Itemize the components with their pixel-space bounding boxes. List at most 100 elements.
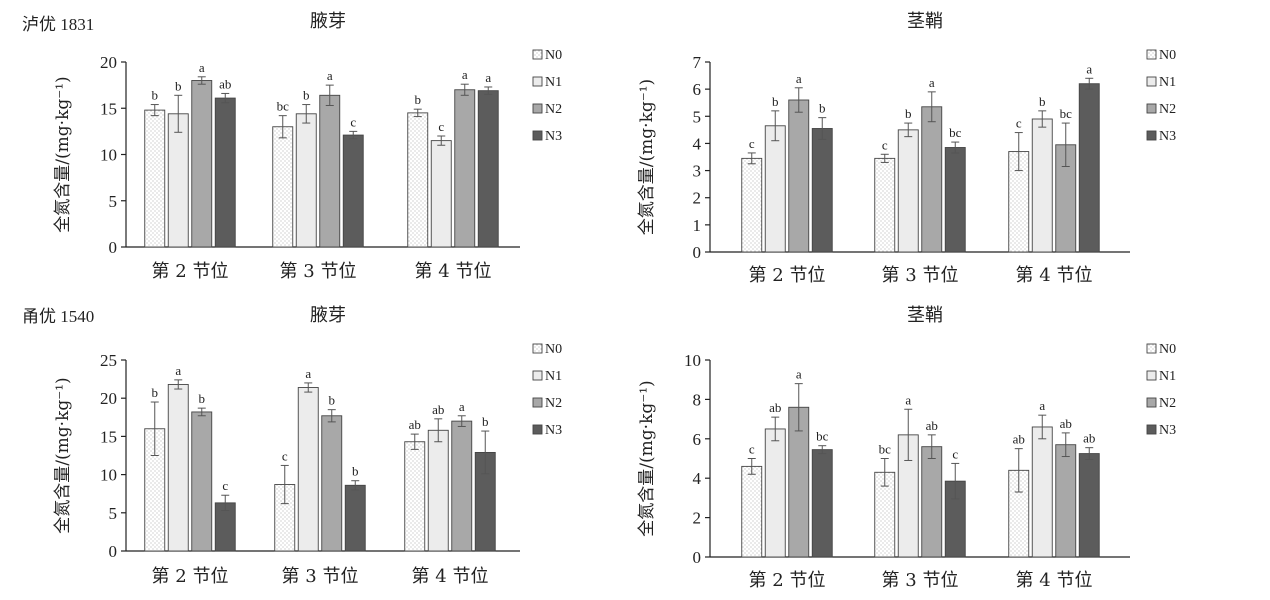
bar-N1: [764, 125, 786, 253]
bar-N3: [944, 147, 966, 253]
y-tick-label: 2: [693, 509, 702, 528]
y-tick-label: 8: [693, 390, 702, 409]
legend-label-N2: N2: [1159, 396, 1176, 411]
significance-letter: a: [1039, 398, 1045, 413]
legend-swatch-N0: [532, 343, 543, 354]
bar-N1: [430, 140, 452, 248]
bar-N0: [407, 112, 429, 248]
bar-N1: [167, 113, 189, 248]
legend-label-N3: N3: [545, 423, 562, 438]
y-tick-label: 3: [693, 162, 702, 181]
significance-letter: c: [749, 442, 755, 457]
bar-N3: [1078, 453, 1100, 558]
y-tick-label: 4: [693, 134, 702, 153]
significance-letter: b: [152, 88, 159, 103]
x-category-label: 第 3 节位: [282, 566, 359, 587]
legend-label-N1: N1: [1159, 75, 1176, 90]
x-category-label: 第 3 节位: [280, 261, 357, 282]
y-tick-label: 0: [693, 548, 702, 567]
legend-label-N1: N1: [1159, 369, 1176, 384]
chart-title: 腋芽: [310, 11, 346, 32]
y-axis-label: 全氮含量/(mg·kg⁻¹): [53, 76, 73, 232]
legend-swatch-N1: [1146, 76, 1157, 87]
legend-swatch-N3: [532, 424, 543, 435]
significance-letter: bc: [879, 442, 892, 457]
bar-N1: [167, 383, 189, 552]
legend-swatch-N3: [1146, 130, 1157, 141]
significance-letter: b: [905, 106, 912, 121]
significance-letter: c: [749, 136, 755, 151]
legend-swatch-N1: [1146, 370, 1157, 381]
significance-letter: bc: [1060, 106, 1073, 121]
bar-N2: [1055, 444, 1077, 558]
y-tick-label: 5: [693, 107, 702, 126]
y-tick-label: 15: [100, 99, 117, 118]
bar-N2: [788, 99, 810, 253]
bar-N2: [191, 411, 213, 552]
significance-letter: a: [929, 75, 935, 90]
y-tick-label: 5: [109, 192, 118, 211]
significance-letter: b: [152, 385, 159, 400]
legend-swatch-N0: [1146, 343, 1157, 354]
bar-N2: [454, 89, 476, 248]
bar-N1: [1031, 118, 1053, 253]
y-tick-label: 1: [693, 216, 702, 235]
bar-N0: [741, 157, 763, 253]
significance-letter: b: [303, 88, 310, 103]
significance-letter: c: [1016, 116, 1022, 131]
legend-swatch-N2: [532, 397, 543, 408]
significance-letter: a: [796, 71, 802, 86]
y-tick-label: 20: [100, 53, 117, 72]
y-tick-label: 0: [693, 243, 702, 262]
significance-letter: c: [952, 446, 958, 461]
x-category-label: 第 3 节位: [882, 570, 959, 591]
significance-letter: ab: [219, 76, 231, 91]
bar-N3: [344, 484, 366, 552]
bar-N0: [741, 465, 763, 558]
significance-letter: b: [175, 78, 182, 93]
chart-title: 茎鞘: [907, 305, 943, 326]
legend-swatch-N1: [532, 370, 543, 381]
y-axis-label: 全氮含量/(mg·kg⁻¹): [637, 79, 657, 235]
significance-letter: bc: [277, 99, 290, 114]
x-category-label: 第 4 节位: [1016, 570, 1093, 591]
significance-letter: b: [329, 393, 336, 408]
y-tick-label: 2: [693, 189, 702, 208]
bar-N1: [1031, 426, 1053, 558]
bar-N0: [272, 126, 294, 248]
legend-label-N0: N0: [1159, 48, 1176, 63]
legend-label-N3: N3: [1159, 423, 1176, 438]
bar-N0: [144, 109, 166, 248]
significance-letter: ab: [769, 400, 781, 415]
bar-N3: [214, 97, 236, 248]
variety-label-bottom: 甬优 1540: [22, 307, 94, 326]
y-tick-label: 15: [100, 427, 117, 446]
significance-letter: ab: [1083, 431, 1095, 446]
bar-N2: [321, 415, 343, 552]
x-category-label: 第 4 节位: [1016, 265, 1093, 286]
significance-letter: a: [199, 60, 205, 75]
significance-letter: a: [327, 68, 333, 83]
significance-letter: b: [482, 414, 489, 429]
significance-letter: a: [462, 67, 468, 82]
significance-letter: c: [882, 137, 888, 152]
y-axis-label: 全氮含量/(mg·kg⁻¹): [637, 380, 657, 536]
bar-N0: [874, 157, 896, 253]
bar-N2: [319, 94, 341, 248]
y-tick-label: 10: [100, 146, 117, 165]
chart-title: 腋芽: [310, 305, 346, 326]
significance-letter: c: [282, 448, 288, 463]
x-category-label: 第 2 节位: [152, 261, 229, 282]
significance-letter: a: [459, 399, 465, 414]
legend-swatch-N3: [532, 130, 543, 141]
significance-letter: b: [819, 101, 826, 116]
significance-letter: a: [305, 366, 311, 381]
x-category-label: 第 2 节位: [152, 566, 229, 587]
x-category-label: 第 4 节位: [415, 261, 492, 282]
bar-N2: [921, 446, 943, 558]
significance-letter: c: [350, 114, 356, 129]
significance-letter: a: [485, 70, 491, 85]
significance-letter: b: [415, 92, 422, 107]
